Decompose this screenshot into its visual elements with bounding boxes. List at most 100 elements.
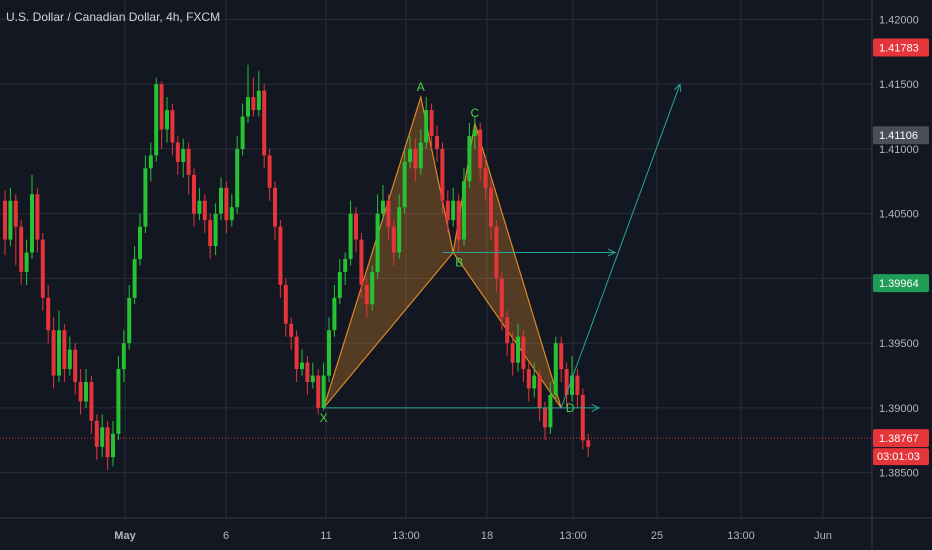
candle-body (192, 174, 196, 214)
candle-body (445, 200, 450, 221)
candle-body (586, 440, 591, 447)
candle-body (229, 207, 234, 221)
candle-body (138, 226, 142, 259)
candle (451, 187, 456, 227)
candle-body (224, 187, 229, 221)
candle-body (348, 213, 353, 259)
candle-body (13, 200, 18, 227)
candle-body (213, 213, 218, 247)
candle (456, 194, 461, 253)
candle (8, 187, 13, 247)
candle (165, 97, 169, 143)
candle-body (100, 427, 105, 447)
candle (575, 369, 580, 408)
candle (580, 388, 585, 450)
candle (40, 233, 45, 311)
candle-body (40, 239, 45, 298)
candle-body (354, 213, 358, 240)
candle-body (121, 343, 126, 370)
candle-body (321, 375, 326, 408)
candle-body (305, 362, 310, 383)
candle (418, 129, 423, 175)
candle (289, 317, 294, 350)
candle-body (51, 330, 56, 376)
candle (94, 414, 99, 460)
candle-body (451, 200, 456, 221)
candle (429, 103, 434, 149)
candle (445, 190, 450, 234)
candle-body (148, 155, 153, 169)
candle-body (256, 90, 261, 111)
candle (35, 187, 40, 253)
candle (462, 168, 466, 247)
projection-arrowhead (607, 248, 617, 257)
candle-body (472, 129, 477, 136)
price-badge-bg (873, 274, 929, 293)
candle (132, 246, 137, 305)
candle-body (289, 323, 294, 337)
candle (321, 362, 326, 411)
candle-body (559, 343, 564, 370)
candle-body (202, 200, 207, 221)
candle-body (273, 187, 277, 227)
candle-body (46, 297, 51, 331)
candle (105, 420, 110, 471)
candle (229, 194, 234, 227)
candle-body (3, 200, 7, 240)
candle-body (278, 226, 283, 285)
candle-body (116, 369, 121, 434)
candle (116, 356, 121, 441)
candle (240, 103, 245, 156)
candle-body (19, 226, 24, 272)
candle-body (548, 394, 553, 428)
candle (246, 64, 250, 124)
candle (267, 148, 272, 201)
candle (224, 181, 229, 234)
projection-lines (323, 83, 682, 412)
pattern-point-label: C (470, 106, 479, 120)
candle-body (478, 129, 483, 169)
candle (89, 375, 94, 434)
candle-body (499, 278, 504, 318)
candle (435, 125, 439, 162)
candle (510, 332, 515, 376)
price-badge: 1.38767 (873, 429, 929, 448)
candle-body (553, 343, 558, 395)
candle (397, 194, 402, 259)
candle-body (186, 148, 191, 175)
candle (213, 203, 218, 256)
candle (202, 194, 207, 234)
price-tick-label: 1.39000 (879, 403, 919, 415)
candle (386, 194, 391, 240)
candle-body (35, 194, 40, 240)
candle (57, 310, 61, 383)
candle-body (440, 148, 445, 201)
candle (521, 330, 526, 383)
candle (100, 414, 105, 458)
candle-body (397, 207, 402, 253)
candle (467, 123, 472, 188)
candle-body (391, 226, 396, 253)
candle-body (435, 135, 439, 149)
candle-body (111, 433, 115, 458)
price-badge: 1.39964 (873, 274, 929, 293)
candle-body (570, 375, 574, 395)
candle (24, 239, 29, 285)
candle-body (94, 420, 99, 447)
candle (332, 284, 337, 337)
price-badge-label: 1.41106 (879, 130, 918, 142)
time-tick-label: 13:00 (392, 530, 420, 542)
candle (424, 97, 429, 149)
candle (154, 77, 159, 162)
candle (78, 369, 83, 415)
candle (516, 323, 520, 372)
candle-body (78, 382, 83, 402)
candle (489, 181, 493, 240)
candle (111, 420, 115, 467)
time-axis: May 6 11 13:00 18 13:00 25 13:00 Jun (114, 530, 832, 542)
price-badge-label: 1.38767 (879, 433, 919, 445)
price-badge: 1.41106 (873, 126, 929, 145)
time-tick-label: 11 (320, 530, 331, 542)
price-tick-label: 1.42000 (879, 14, 919, 26)
